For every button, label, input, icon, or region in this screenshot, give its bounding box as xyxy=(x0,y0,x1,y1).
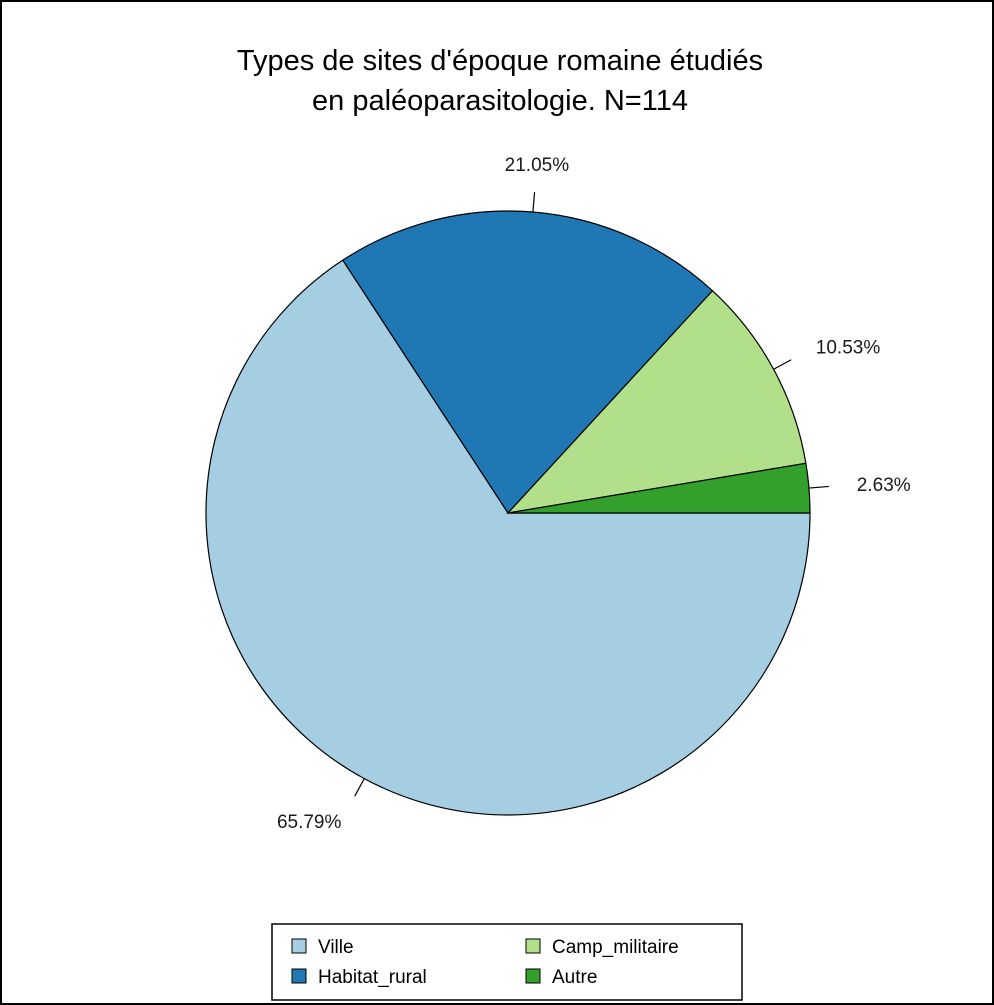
pie-label-tick-autre xyxy=(808,485,829,489)
pie-label-camp-militaire: 10.53% xyxy=(816,337,881,358)
pie-slices xyxy=(205,210,811,816)
legend-box xyxy=(271,923,743,1001)
legend-swatch-camp-militaire xyxy=(525,938,541,954)
pie-label-tick-habitat-rural xyxy=(532,192,536,213)
legend-swatch-habitat-rural xyxy=(291,968,307,984)
legend: Ville Camp_militaire Habitat_rural Autre xyxy=(271,923,743,1001)
legend-label-camp-militaire: Camp_militaire xyxy=(552,937,679,958)
pie-label-tick-ville xyxy=(354,778,365,797)
chart-title-line-2: en paléoparasitologie. N=114 xyxy=(312,85,688,117)
pie-label-ville: 65.79% xyxy=(277,812,342,833)
legend-label-habitat-rural: Habitat_rural xyxy=(318,967,427,988)
legend-swatch-autre xyxy=(525,968,541,984)
legend-label-ville: Ville xyxy=(318,937,354,958)
pie-labels: 65.79% 21.05% 10.53% 2.63% xyxy=(277,155,911,833)
pie-label-habitat-rural: 21.05% xyxy=(505,155,570,176)
pie-label-autre: 2.63% xyxy=(857,475,911,496)
legend-label-autre: Autre xyxy=(552,967,597,988)
chart-title-line-1: Types de sites d'époque romaine étudiés xyxy=(237,45,763,77)
legend-swatch-ville xyxy=(291,938,307,954)
pie-label-tick-camp-militaire xyxy=(773,359,792,370)
pie-slice-ville xyxy=(205,259,811,816)
